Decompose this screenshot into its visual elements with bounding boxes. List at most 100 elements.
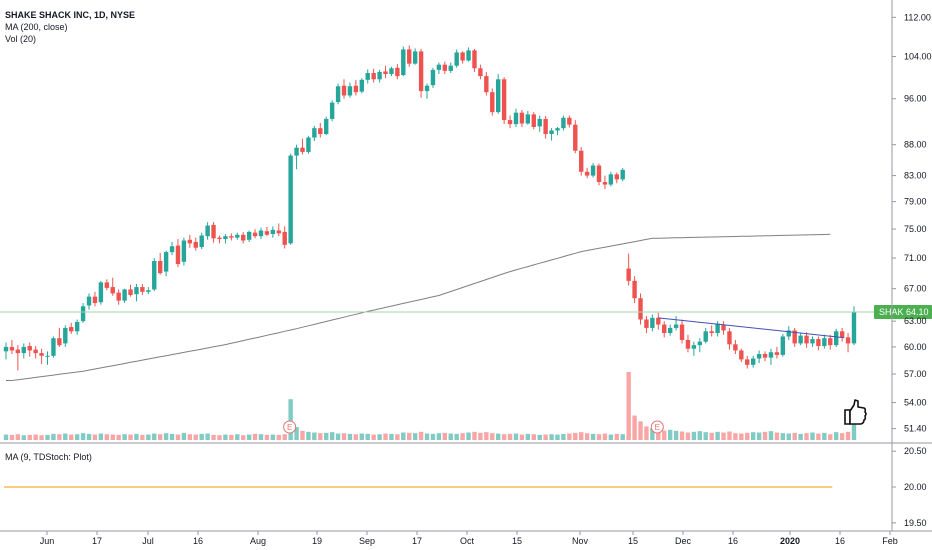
candle: [264, 226, 270, 237]
time-tick-label: 17: [92, 536, 102, 546]
candle: [745, 355, 750, 369]
candle-body: [495, 79, 501, 113]
candle-body: [549, 130, 554, 135]
candle-body: [584, 171, 590, 176]
volume-bar: [401, 432, 406, 440]
candle: [620, 168, 625, 182]
candle-body: [798, 335, 803, 344]
candle: [721, 321, 726, 335]
candle-body: [347, 86, 353, 96]
candle: [567, 115, 572, 128]
candle: [324, 116, 329, 136]
time-tick-label: 16: [835, 536, 845, 546]
legend-vol: Vol (20): [5, 34, 37, 44]
candle-body: [329, 102, 335, 119]
volume-bar: [134, 433, 139, 440]
volume-bar: [140, 434, 145, 440]
candle-body: [448, 65, 453, 71]
volume-bar: [715, 431, 720, 440]
volume-bar: [507, 433, 513, 440]
candle: [478, 64, 483, 80]
candle-body: [3, 346, 9, 352]
volume-bar: [57, 434, 62, 440]
volume-bar: [116, 434, 121, 440]
volume-layer: [3, 372, 857, 440]
candle-body: [709, 331, 714, 334]
candle: [798, 333, 803, 346]
candle: [92, 291, 98, 307]
candle-body: [567, 117, 572, 125]
candle: [258, 227, 264, 240]
candle-body: [69, 327, 74, 332]
candle: [442, 61, 448, 75]
legend-title: SHAKE SHACK INC, 1D, NYSE: [5, 10, 136, 20]
price-tick-label: 71.00: [904, 253, 927, 263]
volume-bar: [324, 432, 329, 440]
volume-bar: [63, 433, 68, 440]
volume-bar: [264, 434, 270, 440]
volume-bar: [412, 433, 418, 440]
volume-bar: [762, 431, 768, 440]
volume-bar: [537, 434, 542, 440]
volume-bar: [229, 434, 234, 440]
candle-body: [98, 282, 104, 303]
price-tick-label: 96.00: [904, 94, 927, 104]
candle: [146, 287, 151, 295]
candle: [733, 339, 738, 355]
candle: [395, 64, 400, 80]
candle: [318, 122, 323, 138]
volume-bar: [839, 433, 845, 440]
candle: [816, 336, 821, 351]
candle: [490, 88, 495, 116]
candle-body: [745, 359, 750, 365]
candle: [614, 172, 619, 184]
candle: [579, 147, 584, 176]
volume-bar: [584, 433, 590, 440]
candle-body: [110, 287, 115, 294]
volume-bar: [442, 432, 448, 440]
volume-bar: [157, 434, 163, 440]
candle-body: [626, 268, 631, 281]
candle: [667, 324, 673, 336]
candle: [74, 319, 80, 335]
candle-body: [74, 322, 80, 332]
volume-bar: [662, 430, 667, 440]
candle-body: [252, 232, 258, 237]
candle-body: [579, 150, 584, 172]
candle-body: [756, 354, 762, 359]
volume-bar: [780, 433, 786, 440]
candle: [472, 48, 477, 72]
candle: [412, 48, 418, 65]
volume-bar: [495, 433, 501, 440]
candle: [383, 65, 388, 79]
earnings-marker-label: E: [655, 423, 660, 432]
candle-body: [792, 330, 797, 344]
candle: [804, 332, 809, 348]
candle-body: [365, 72, 370, 80]
candle: [116, 289, 121, 305]
candle-body: [828, 338, 833, 346]
candle: [98, 280, 104, 305]
volume-bar: [27, 434, 32, 440]
candle: [703, 327, 708, 344]
candle-body: [92, 296, 98, 304]
volume-bar: [679, 431, 685, 440]
candle-body: [122, 289, 127, 301]
candle-body: [608, 174, 614, 185]
candle-body: [169, 246, 175, 253]
candle-body: [223, 236, 228, 240]
candle-body: [667, 327, 673, 334]
candle: [638, 293, 643, 325]
ma200-layer: [6, 233, 831, 381]
volume-bar: [15, 434, 21, 440]
candle: [134, 283, 139, 302]
candle: [63, 325, 68, 347]
candle: [525, 110, 531, 125]
candle-body: [341, 85, 347, 96]
candle-body: [774, 352, 780, 355]
candle: [21, 343, 26, 359]
volume-bar: [169, 433, 175, 440]
candle: [632, 276, 637, 304]
candle: [86, 293, 92, 310]
